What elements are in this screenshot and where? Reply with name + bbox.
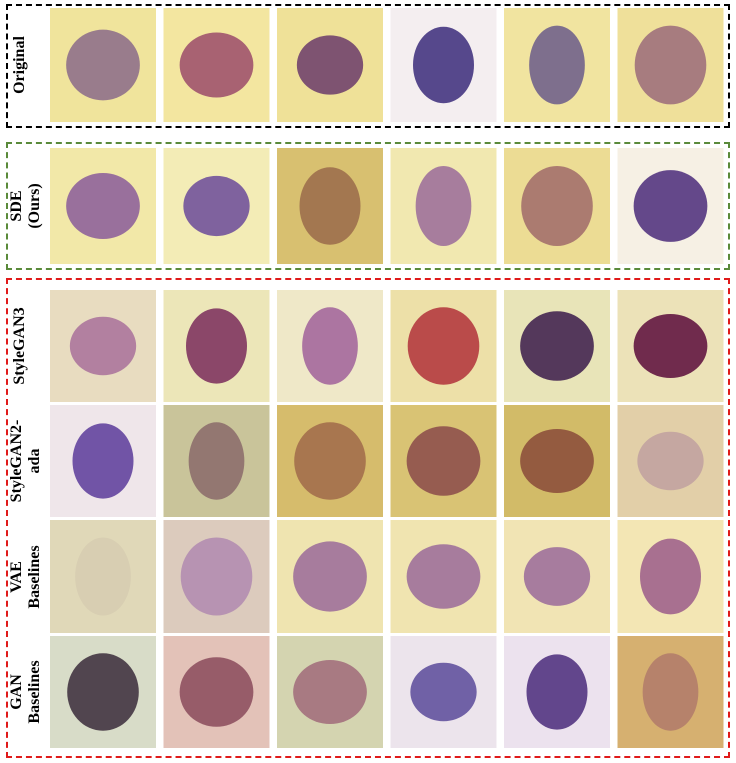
sample-image [163, 520, 270, 633]
sample-image [617, 8, 724, 122]
sample-image [163, 8, 270, 122]
row-label: GAN Baselines [8, 660, 43, 724]
sample-image [504, 636, 610, 748]
sample-image [277, 636, 383, 748]
sample-image [50, 148, 156, 264]
sample-image [163, 636, 270, 748]
sample-image [277, 8, 383, 122]
sample-image [504, 148, 610, 264]
sample-image [617, 636, 724, 748]
sample-image [50, 405, 156, 517]
row-label: SDE (Ours) [8, 183, 43, 229]
cell [529, 25, 585, 105]
cell [520, 311, 594, 381]
cell [293, 541, 367, 612]
cell [406, 426, 481, 496]
cell [413, 26, 474, 104]
sample-image [504, 405, 610, 517]
cell [523, 547, 591, 606]
cell [66, 29, 140, 101]
cell [640, 538, 701, 615]
cell [179, 32, 254, 98]
cell [179, 657, 254, 727]
cell [183, 175, 250, 237]
cell [520, 429, 594, 493]
sample-image [50, 8, 156, 122]
cell [637, 431, 704, 491]
sample-image [504, 8, 610, 122]
sample-image [390, 636, 497, 748]
ours-frame [6, 142, 730, 270]
cell [407, 307, 480, 385]
sample-image [50, 636, 156, 748]
row-label: StyleGAN3 [11, 307, 28, 385]
cell [69, 316, 137, 376]
cell [406, 544, 481, 609]
cell [526, 654, 588, 730]
cell [188, 422, 245, 500]
sample-image [277, 520, 383, 633]
cell [66, 173, 140, 239]
sample-image [390, 8, 497, 122]
sample-image [50, 520, 156, 633]
cell [521, 166, 593, 246]
baselines-frame [6, 278, 730, 758]
sample-image [277, 290, 383, 402]
cell [410, 662, 477, 722]
sample-image [617, 148, 724, 264]
sample-image [163, 405, 270, 517]
sample-image [277, 405, 383, 517]
sample-image [163, 290, 270, 402]
sample-image [617, 520, 724, 633]
cell [293, 660, 367, 724]
cell [299, 167, 361, 245]
cell [186, 308, 247, 384]
cell [633, 170, 708, 242]
cell [633, 314, 708, 378]
cell [294, 422, 366, 500]
cell [296, 35, 364, 95]
sample-image [390, 405, 497, 517]
sample-image [617, 290, 724, 402]
sample-image [390, 520, 497, 633]
sample-image [504, 520, 610, 633]
sample-image [504, 290, 610, 402]
row-label: VAE Baselines [8, 544, 43, 609]
sample-image [163, 148, 270, 264]
cell [72, 423, 134, 499]
cell [634, 25, 707, 105]
cell [67, 653, 139, 731]
cell [302, 307, 358, 385]
sample-image [617, 405, 724, 517]
cell [415, 166, 472, 246]
sample-image [50, 290, 156, 402]
cell [180, 537, 253, 616]
row-label: Original [11, 36, 28, 94]
cell [75, 537, 131, 616]
row-label: StyleGAN2-ada [8, 419, 43, 503]
original-frame [6, 4, 730, 128]
sample-image [277, 148, 383, 264]
cell [642, 653, 699, 731]
sample-image [390, 148, 497, 264]
sample-image [390, 290, 497, 402]
